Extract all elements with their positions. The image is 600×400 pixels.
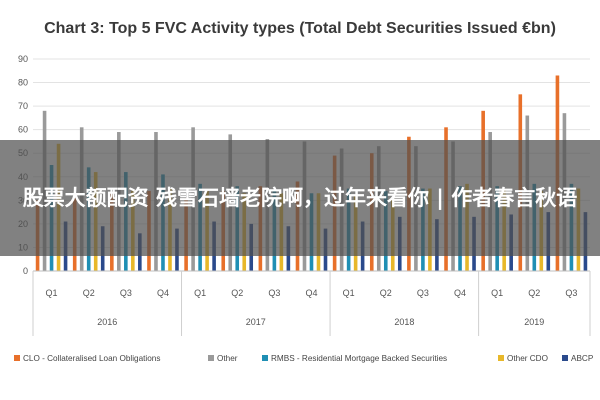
x-tick-label: Q1: [194, 288, 206, 298]
x-tick-label: Q2: [83, 288, 95, 298]
x-group-label: 2019: [524, 317, 544, 327]
legend-label: RMBS - Residential Mortgage Backed Secur…: [271, 354, 447, 363]
legend-label: ABCP: [571, 354, 594, 363]
x-tick-label: Q4: [157, 288, 169, 298]
x-group-label: 2018: [394, 317, 414, 327]
x-tick-label: Q3: [268, 288, 280, 298]
x-group-label: 2016: [97, 317, 117, 327]
y-tick-label: 70: [18, 101, 28, 111]
x-tick-label: Q3: [565, 288, 577, 298]
x-tick-label: Q1: [343, 288, 355, 298]
x-tick-label: Q3: [417, 288, 429, 298]
x-tick-label: Q4: [305, 288, 317, 298]
legend-swatch: [498, 355, 504, 361]
y-tick-label: 0: [23, 266, 28, 276]
watermark-text: 股票大额配资 残雪石墙老院啊，过年来看你 | 作者春言秋语: [22, 186, 578, 210]
watermark-banner: 股票大额配资 残雪石墙老院啊，过年来看你 | 作者春言秋语: [0, 140, 600, 256]
y-tick-label: 90: [18, 54, 28, 64]
legend-label: Other: [217, 354, 238, 363]
x-tick-label: Q1: [46, 288, 58, 298]
x-tick-label: Q3: [120, 288, 132, 298]
x-group-label: 2017: [246, 317, 266, 327]
x-tick-label: Q4: [454, 288, 466, 298]
legend-swatch: [14, 355, 20, 361]
y-tick-label: 80: [18, 78, 28, 88]
legend-label: Other CDO: [507, 354, 548, 363]
x-tick-label: Q1: [491, 288, 503, 298]
x-tick-label: Q2: [380, 288, 392, 298]
legend: CLO - Collateralised Loan Obligations Oth…: [14, 354, 594, 363]
legend-label: CLO - Collateralised Loan Obligations: [23, 354, 160, 363]
chart-title: Chart 3: Top 5 FVC Activity types (Total…: [44, 20, 556, 37]
y-tick-label: 60: [18, 125, 28, 135]
x-axis: Q1 Q2 Q3 Q4 Q1 Q2 Q3 Q4 Q1 Q2 Q3 Q4 Q1 Q2 Q3 2016 2017 20…: [32, 270, 591, 336]
legend-swatch: [262, 355, 268, 361]
legend-swatch: [208, 355, 214, 361]
x-tick-label: Q2: [528, 288, 540, 298]
x-tick-label: Q2: [231, 288, 243, 298]
legend-swatch: [562, 355, 568, 361]
